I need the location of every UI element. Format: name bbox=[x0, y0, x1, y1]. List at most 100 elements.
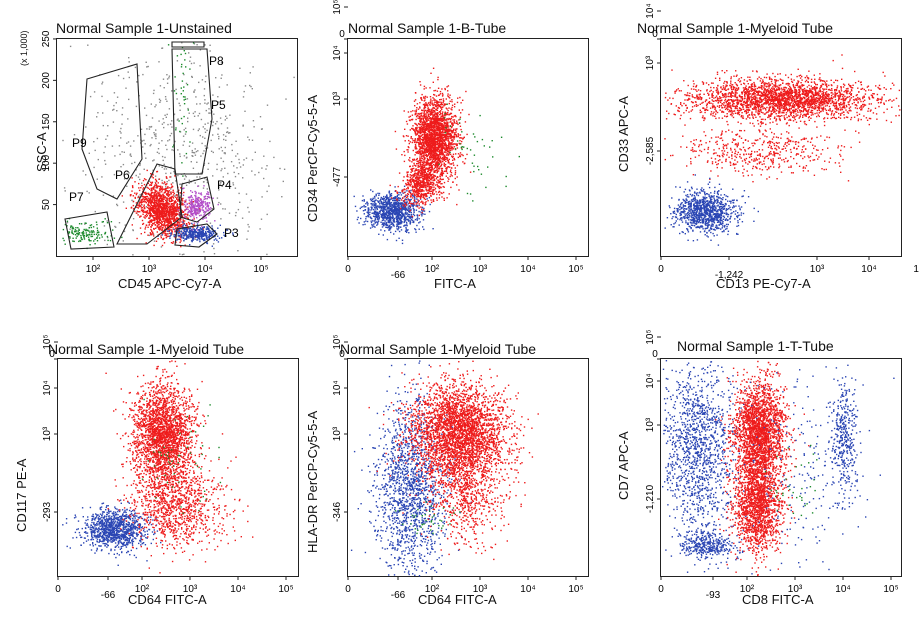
data-point bbox=[161, 182, 163, 184]
data-point bbox=[203, 214, 205, 216]
data-point bbox=[372, 197, 374, 199]
data-point bbox=[173, 113, 176, 115]
data-point bbox=[203, 196, 205, 198]
data-point bbox=[128, 76, 130, 79]
data-point bbox=[64, 243, 66, 245]
data-point bbox=[206, 205, 208, 208]
data-point bbox=[247, 230, 249, 232]
data-point bbox=[396, 211, 399, 214]
data-point bbox=[447, 135, 449, 138]
data-point bbox=[373, 210, 376, 212]
data-point bbox=[70, 225, 72, 227]
data-point bbox=[450, 108, 452, 110]
data-point bbox=[394, 206, 397, 208]
data-point bbox=[194, 148, 196, 150]
data-point bbox=[391, 209, 394, 212]
data-point bbox=[404, 198, 406, 200]
data-point bbox=[141, 140, 143, 142]
data-point bbox=[153, 196, 155, 198]
data-point bbox=[172, 197, 175, 199]
data-point bbox=[155, 104, 157, 106]
data-point bbox=[385, 204, 387, 206]
data-point bbox=[132, 208, 135, 210]
data-point bbox=[392, 205, 394, 208]
data-point bbox=[220, 77, 222, 79]
data-point bbox=[153, 235, 155, 237]
data-point bbox=[144, 191, 147, 194]
data-point bbox=[170, 213, 172, 216]
data-point bbox=[208, 108, 210, 110]
data-point bbox=[68, 231, 71, 233]
data-point bbox=[138, 200, 141, 202]
data-point bbox=[239, 166, 242, 168]
data-point bbox=[183, 140, 185, 143]
data-point bbox=[447, 121, 449, 124]
data-point bbox=[218, 101, 220, 103]
data-point bbox=[374, 226, 376, 228]
data-point bbox=[158, 192, 160, 194]
data-point bbox=[399, 217, 402, 219]
data-point bbox=[173, 201, 176, 203]
data-point bbox=[451, 115, 453, 118]
data-point bbox=[381, 226, 384, 228]
data-point bbox=[441, 183, 443, 185]
data-point bbox=[127, 71, 129, 73]
data-point bbox=[159, 101, 161, 103]
data-point bbox=[412, 195, 415, 197]
data-point bbox=[164, 188, 167, 190]
data-point bbox=[412, 207, 414, 210]
data-point bbox=[378, 212, 380, 215]
data-point bbox=[400, 222, 402, 225]
data-point bbox=[129, 153, 132, 155]
data-point bbox=[378, 201, 380, 203]
data-point bbox=[183, 178, 186, 180]
data-point bbox=[154, 199, 156, 201]
data-point bbox=[443, 159, 445, 161]
data-point bbox=[198, 212, 200, 214]
data-point bbox=[381, 203, 383, 205]
data-point bbox=[118, 222, 121, 224]
data-point bbox=[421, 213, 424, 215]
data-point bbox=[197, 172, 200, 175]
data-point bbox=[151, 230, 153, 233]
data-point bbox=[375, 203, 377, 205]
data-point bbox=[185, 205, 187, 207]
data-point bbox=[168, 217, 171, 219]
data-point bbox=[193, 237, 195, 239]
data-point bbox=[147, 192, 150, 195]
data-point bbox=[212, 94, 214, 96]
data-point bbox=[189, 196, 191, 199]
data-point bbox=[207, 122, 209, 124]
data-point bbox=[386, 210, 388, 212]
data-point bbox=[254, 151, 256, 153]
data-point bbox=[116, 204, 119, 207]
data-point bbox=[129, 145, 132, 147]
data-point bbox=[143, 199, 146, 201]
data-point bbox=[167, 223, 169, 226]
data-point bbox=[433, 98, 435, 100]
data-point bbox=[413, 129, 415, 131]
data-point bbox=[434, 187, 437, 190]
data-point bbox=[181, 237, 183, 239]
data-point bbox=[396, 225, 398, 227]
data-point bbox=[416, 218, 418, 220]
data-point bbox=[206, 203, 208, 205]
data-point bbox=[191, 202, 193, 204]
data-point bbox=[407, 208, 409, 210]
gate-label: P7 bbox=[69, 190, 84, 204]
data-point bbox=[453, 115, 456, 117]
data-point bbox=[209, 212, 211, 215]
data-point bbox=[163, 242, 166, 244]
data-point bbox=[390, 226, 393, 228]
data-point bbox=[172, 207, 175, 209]
data-point bbox=[151, 196, 153, 199]
data-point bbox=[193, 90, 195, 93]
data-point bbox=[183, 155, 186, 157]
data-point bbox=[214, 235, 216, 238]
data-point bbox=[144, 228, 146, 230]
data-point bbox=[414, 218, 417, 221]
data-point bbox=[167, 140, 169, 142]
data-point bbox=[80, 237, 82, 239]
data-point bbox=[140, 199, 142, 201]
data-point bbox=[101, 236, 103, 238]
